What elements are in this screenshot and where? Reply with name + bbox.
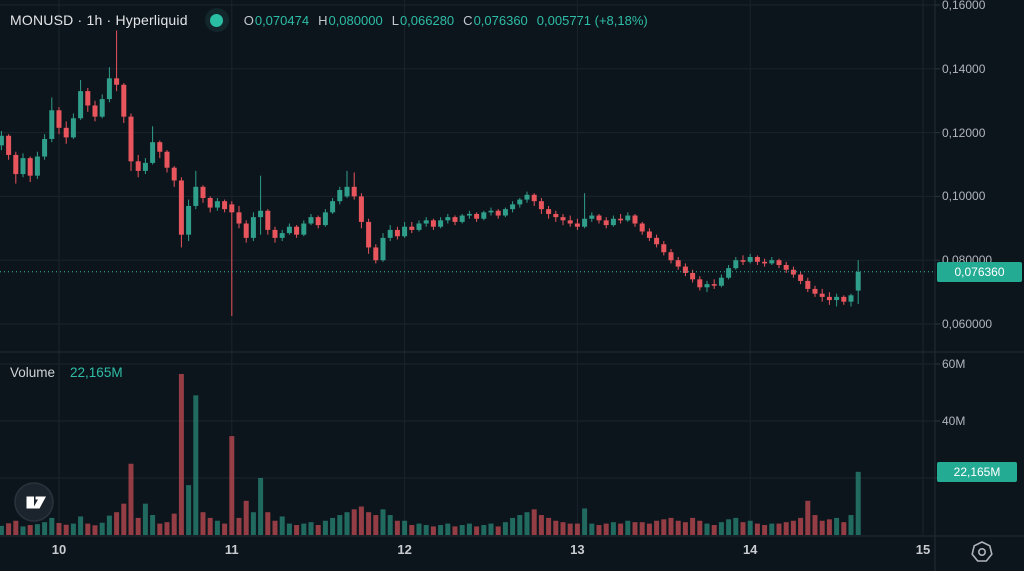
ohlc-readout: O 0,070474 H 0,080000 L 0,066280 C 0,076… [244,13,648,28]
symbol-title[interactable]: MONUSD · 1h · Hyperliquid [10,12,188,28]
last-volume-tag: 22,165M [937,461,1017,482]
price-axis[interactable]: 0,16000 0,14000 0,12000 0,10000 0,080000 0,06… [938,0,1024,571]
axis-tick-label: 0,16000 [942,0,986,12]
volume-indicator-value: 22,165M [70,365,123,380]
time-tick-label: 14 [742,542,758,557]
open-value: 0,070474 [254,12,310,28]
tradingview-logo-seven [32,496,46,509]
high-group: H 0,080000 [318,13,383,28]
axis-tick-label: 40M [942,414,966,428]
close-label: C [463,12,473,28]
axis-tick-label: 0,060000 [942,317,993,331]
axis-tick-label: 0,14000 [942,61,986,76]
time-tick-label: 11 [224,542,239,557]
tradingview-logo[interactable] [14,482,54,522]
time-tick-label: 15 [915,542,931,557]
close-group: C 0,076360 [463,13,528,28]
last-price-tag: 0,076360 [937,261,1022,282]
symbol-legend: MONUSD · 1h · Hyperliquid O 0,070474 H 0… [10,8,648,32]
settings-circle [978,548,987,557]
open-group: O 0,070474 [244,13,309,28]
axis-tick-label: 0,12000 [942,125,986,140]
status-dot [204,8,229,32]
status-dot-inner [210,13,224,27]
time-tick-label: 13 [570,542,585,557]
high-value: 0,080000 [328,12,383,28]
time-axis[interactable]: 10 11 12 13 14 15 [0,537,935,571]
low-label: L [391,12,399,28]
settings-heptagon [971,541,993,562]
volume-legend: Volume 22,165M [10,365,123,380]
low-group: L 0,066280 [392,13,454,28]
change-value: 0,005771 (+8,18%) [536,12,648,28]
tradingview-logo-bar [26,496,34,509]
time-tick-label: 10 [51,542,67,557]
volume-indicator-label[interactable]: Volume [10,365,56,380]
high-label: H [318,12,328,28]
open-label: O [243,12,254,28]
axis-tick-label: 0,10000 [942,189,986,204]
close-value: 0,076360 [473,12,528,28]
low-value: 0,066280 [399,12,455,28]
time-tick-label: 12 [397,542,412,557]
chart-settings-icon[interactable] [969,539,995,565]
axis-tick-label: 60M [942,357,966,371]
